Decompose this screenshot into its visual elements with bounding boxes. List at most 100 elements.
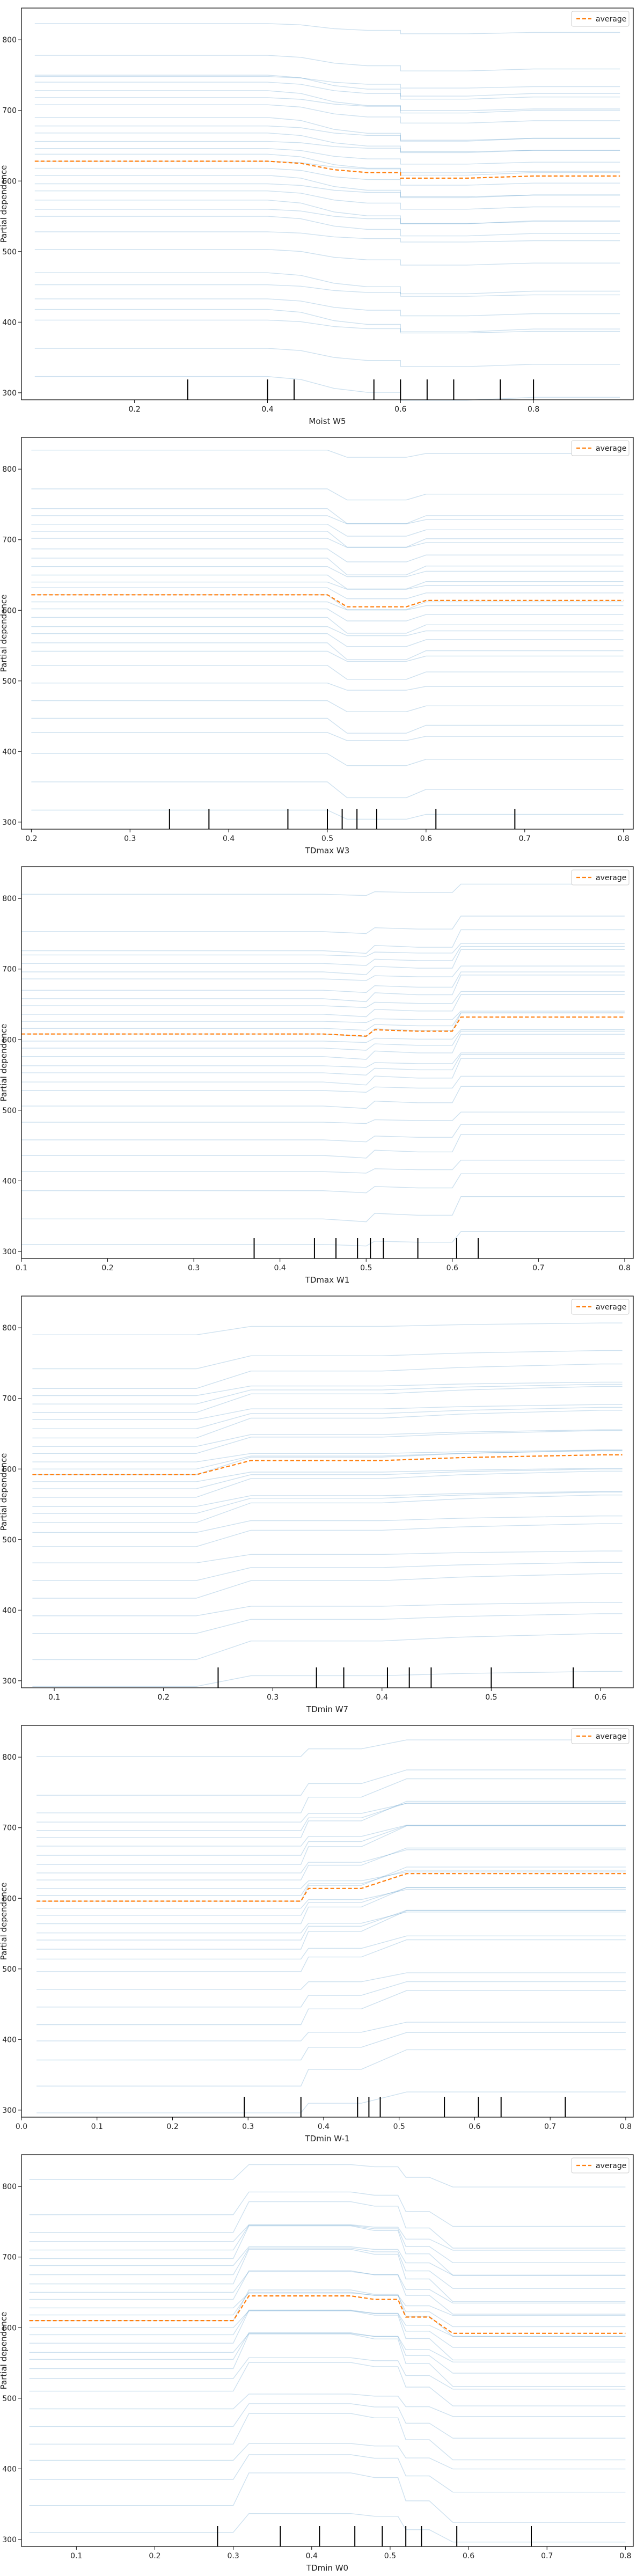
ice-line	[34, 75, 620, 97]
x-tick-label: 0.7	[541, 2552, 553, 2560]
y-tick-label: 400	[2, 1606, 17, 1615]
x-tick-label: 0.1	[70, 2552, 82, 2560]
y-tick-label: 700	[2, 1824, 17, 1833]
ice-line	[34, 133, 620, 153]
ice-line	[34, 97, 620, 111]
axes-frame	[21, 2154, 634, 2547]
y-axis-label: Partial dependence	[0, 1024, 9, 1102]
ice-line	[36, 1825, 626, 1856]
ice-line	[29, 2270, 626, 2315]
y-axis-label: Partial dependence	[0, 595, 9, 672]
ice-line	[21, 1134, 625, 1159]
x-tick-label: 0.7	[544, 2123, 556, 2131]
x-tick-label: 0.6	[394, 405, 406, 414]
x-tick-label: 0.4	[261, 405, 273, 414]
ice-lines	[34, 23, 620, 401]
ice-line	[34, 376, 620, 401]
legend: average	[571, 869, 630, 885]
y-tick-label: 600	[2, 606, 17, 615]
legend-average-label: average	[596, 874, 626, 882]
x-axis-label: TDmin W0	[306, 2563, 348, 2573]
ice-line	[32, 1516, 623, 1533]
y-tick-label: 600	[2, 2324, 17, 2332]
ice-line	[34, 309, 620, 332]
average-line	[29, 2295, 626, 2334]
x-tick-label: 0.5	[485, 1693, 497, 1702]
axes-frame	[21, 866, 634, 1259]
legend: average	[571, 1728, 630, 1744]
ice-line	[34, 148, 620, 165]
ice-line	[34, 167, 620, 186]
pdp-panel-6: 0.1 0.2 0.3 0.4 0.5 0.6 0.7 0.8 300 400 500 600 700 8…	[0, 2154, 634, 2573]
legend: average	[571, 440, 630, 456]
ice-line	[32, 1322, 623, 1336]
ice-line	[29, 2454, 626, 2493]
ice-line	[32, 1350, 623, 1370]
ice-line	[29, 2472, 626, 2523]
legend-box	[571, 1728, 630, 1744]
ice-line	[31, 587, 624, 599]
ice-line	[21, 1029, 625, 1043]
ice-line	[32, 1495, 623, 1523]
average-line	[21, 1016, 625, 1037]
y-axis-label: Partial dependence	[0, 2312, 9, 2390]
ice-line	[36, 1803, 626, 1823]
ice-line	[29, 2332, 626, 2374]
average-line	[31, 594, 624, 608]
ice-line	[32, 1386, 623, 1413]
ice-line	[36, 1739, 626, 1757]
y-tick-label: 700	[2, 536, 17, 545]
ice-line	[29, 2394, 626, 2417]
legend-box	[571, 1299, 630, 1315]
ice-line	[32, 1450, 623, 1462]
ice-line	[29, 2164, 626, 2187]
ice-line	[36, 1909, 626, 1941]
ice-line	[36, 2049, 626, 2087]
ice-line	[36, 1849, 626, 1874]
ice-line	[31, 626, 624, 636]
ice-line	[21, 1011, 625, 1023]
ice-line	[34, 231, 620, 243]
legend-average-label: average	[596, 1303, 626, 1312]
x-tick-label: 0.6	[463, 2552, 474, 2560]
y-tick-label: 300	[2, 1248, 17, 1256]
legend-average-label: average	[596, 2162, 626, 2170]
y-tick-label: 500	[2, 1536, 17, 1545]
ice-line	[21, 949, 625, 975]
ice-line	[29, 2246, 626, 2276]
x-axis-label: TDmin W-1	[305, 2134, 350, 2143]
ice-lines	[31, 450, 624, 820]
x-tick-label: 0.2	[166, 2123, 178, 2131]
ice-line	[31, 450, 624, 458]
legend-box	[571, 2157, 630, 2174]
x-tick-label: 0.7	[532, 1264, 544, 1272]
ice-lines	[32, 1322, 623, 1687]
ice-line	[31, 683, 624, 691]
ice-line	[21, 1054, 625, 1076]
ice-line	[31, 718, 624, 734]
ice-line	[34, 23, 620, 34]
ice-line	[36, 1981, 626, 2008]
ice-lines	[21, 883, 625, 1247]
x-tick-label: 0.0	[16, 2123, 27, 2131]
ice-line	[32, 1491, 623, 1507]
ice-line	[31, 515, 624, 524]
ice-line	[21, 1111, 625, 1124]
ice-line	[32, 1573, 623, 1599]
ice-lines	[36, 1739, 626, 2113]
ice-line	[34, 117, 620, 142]
ice-line	[31, 594, 624, 610]
average-line	[36, 1873, 626, 1902]
ice-line	[31, 531, 624, 548]
average-line	[32, 1454, 623, 1475]
x-tick-label: 0.2	[101, 1264, 113, 1272]
x-tick-label: 0.2	[25, 835, 37, 843]
rug-marks	[187, 379, 535, 400]
ice-line	[36, 1870, 626, 1896]
x-tick-label: 0.1	[91, 2123, 103, 2131]
ice-line	[32, 1613, 623, 1634]
pdp-panel-5: 0.0 0.1 0.2 0.3 0.4 0.5 0.6 0.7 0.8 300 400 500 600 7…	[0, 1725, 634, 2143]
y-tick-label: 700	[2, 965, 17, 974]
ice-line	[36, 1972, 626, 1990]
